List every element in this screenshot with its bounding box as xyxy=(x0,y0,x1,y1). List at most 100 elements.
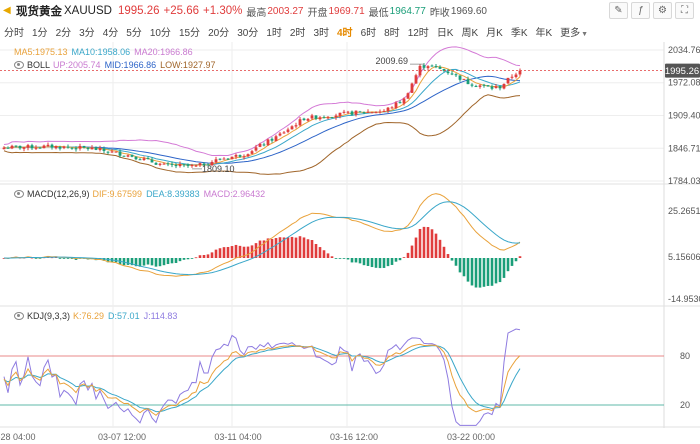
period-tab[interactable]: 12时 xyxy=(407,27,429,39)
macd-bar xyxy=(430,229,434,258)
price-tick-label: 1846.71 xyxy=(668,143,700,153)
candle-body xyxy=(302,118,306,121)
candle-body xyxy=(66,146,70,148)
candle-body xyxy=(326,117,330,119)
macd-bar xyxy=(454,258,458,266)
candle-body xyxy=(330,117,334,119)
candle-body xyxy=(198,163,202,166)
price-change-pct: +1.30% xyxy=(203,5,243,17)
period-tab[interactable]: 年K xyxy=(535,27,553,39)
fx-icon[interactable]: ƒ xyxy=(631,2,650,19)
period-tab[interactable]: 4分 xyxy=(102,27,119,39)
period-tab[interactable]: 更多▼ xyxy=(560,27,589,39)
period-tab[interactable]: 15分 xyxy=(178,27,201,39)
candle-body xyxy=(166,163,170,165)
macd-bar xyxy=(502,258,506,278)
macd-legend-values: DIF:9.67599 DEA:8.39383 MACD:2.96432 xyxy=(93,189,270,199)
kdj-j-line xyxy=(3,328,521,426)
period-tab[interactable]: 3分 xyxy=(79,27,95,39)
prev-close-value: 1969.60 xyxy=(450,5,487,17)
macd-bar xyxy=(282,237,286,258)
candle-body xyxy=(314,115,318,119)
macd-bar xyxy=(226,246,230,258)
candle-body xyxy=(486,85,490,87)
candle-body xyxy=(458,75,462,80)
candle-body xyxy=(82,145,86,148)
period-tab[interactable]: 10分 xyxy=(149,27,171,39)
period-tab[interactable]: 周K xyxy=(461,27,479,39)
price-tick-label: 1909.40 xyxy=(668,110,700,120)
period-tab[interactable]: 分时 xyxy=(4,27,24,39)
macd-bar xyxy=(458,258,462,273)
period-tab[interactable]: 1时 xyxy=(266,27,282,39)
period-tab[interactable]: 8时 xyxy=(384,27,400,39)
macd-bar xyxy=(122,258,126,266)
visibility-eye-icon[interactable] xyxy=(14,61,24,69)
candle-body xyxy=(150,159,154,163)
candle-body xyxy=(38,147,42,149)
period-tabs: 分时 1分 2分 3分 4分 5分 10分 15分 20分 30分 1时 2时 3时 4时 6时 8时 12时日… xyxy=(0,22,592,40)
gear-icon[interactable]: ⚙ xyxy=(653,2,672,19)
candle-body xyxy=(394,102,398,109)
period-tab[interactable]: 30分 xyxy=(237,27,259,39)
collapse-arrow-icon[interactable]: ◀ xyxy=(3,5,11,16)
candle-body xyxy=(454,74,458,76)
min-annotation-label: 1809.10 xyxy=(202,164,235,174)
macd-bar xyxy=(286,237,290,258)
candle-body xyxy=(382,110,386,112)
candle-body xyxy=(310,115,314,119)
macd-bar xyxy=(426,227,430,258)
instrument-code: XAUUSD xyxy=(64,5,112,17)
candle-body xyxy=(246,154,250,157)
macd-bar xyxy=(370,258,374,268)
macd-dif-line xyxy=(3,193,521,277)
candle-body xyxy=(118,151,122,156)
time-tick-label: 03-07 12:00 xyxy=(98,432,146,442)
macd-bar xyxy=(174,258,178,263)
candle-body xyxy=(30,145,34,149)
period-tab[interactable]: 季K xyxy=(510,27,528,39)
period-tab[interactable]: 4时 xyxy=(337,27,353,39)
candle-body xyxy=(510,76,514,78)
period-tab[interactable]: 6时 xyxy=(360,27,377,39)
candle-body xyxy=(422,65,426,68)
macd-bar xyxy=(38,258,42,259)
candle-body xyxy=(298,119,302,126)
macd-bar xyxy=(450,258,454,261)
candle-body xyxy=(46,144,50,146)
macd-bar xyxy=(318,247,322,258)
period-tab[interactable]: 日K xyxy=(436,27,454,39)
macd-bar xyxy=(410,245,414,258)
visibility-eye-icon[interactable] xyxy=(14,312,24,320)
macd-bar xyxy=(66,258,70,259)
period-tab[interactable]: 1分 xyxy=(32,27,48,39)
legend-value: D:57.01 xyxy=(108,311,140,321)
pencil-line-icon[interactable]: ✎ xyxy=(609,2,628,19)
period-tab[interactable]: 月K xyxy=(486,27,503,39)
candle-body xyxy=(126,155,130,157)
candle-body xyxy=(230,156,234,160)
macd-bar xyxy=(338,258,342,259)
open-label: 开盘 xyxy=(307,7,328,19)
candle-body xyxy=(342,111,346,113)
candle-body xyxy=(462,78,466,80)
period-tab[interactable]: 2分 xyxy=(55,27,72,39)
expand-icon[interactable]: ⛶ xyxy=(675,2,694,19)
last-price: 1995.26 xyxy=(117,5,160,17)
candle-body xyxy=(426,66,430,69)
candle-body xyxy=(194,165,198,167)
period-tab[interactable]: 2时 xyxy=(289,27,306,39)
candle-body xyxy=(466,79,470,85)
candle-body xyxy=(218,158,222,160)
macd-bar xyxy=(514,258,518,262)
macd-bar xyxy=(314,244,318,258)
high-label: 最高 xyxy=(246,7,267,19)
period-tab[interactable]: 3时 xyxy=(313,27,329,39)
period-tab[interactable]: 20分 xyxy=(208,27,230,39)
candle-body xyxy=(102,148,106,151)
legend-value: J:114.83 xyxy=(143,311,178,321)
macd-bar xyxy=(498,258,502,283)
period-tab[interactable]: 5分 xyxy=(126,27,142,39)
visibility-eye-icon[interactable] xyxy=(14,190,24,198)
